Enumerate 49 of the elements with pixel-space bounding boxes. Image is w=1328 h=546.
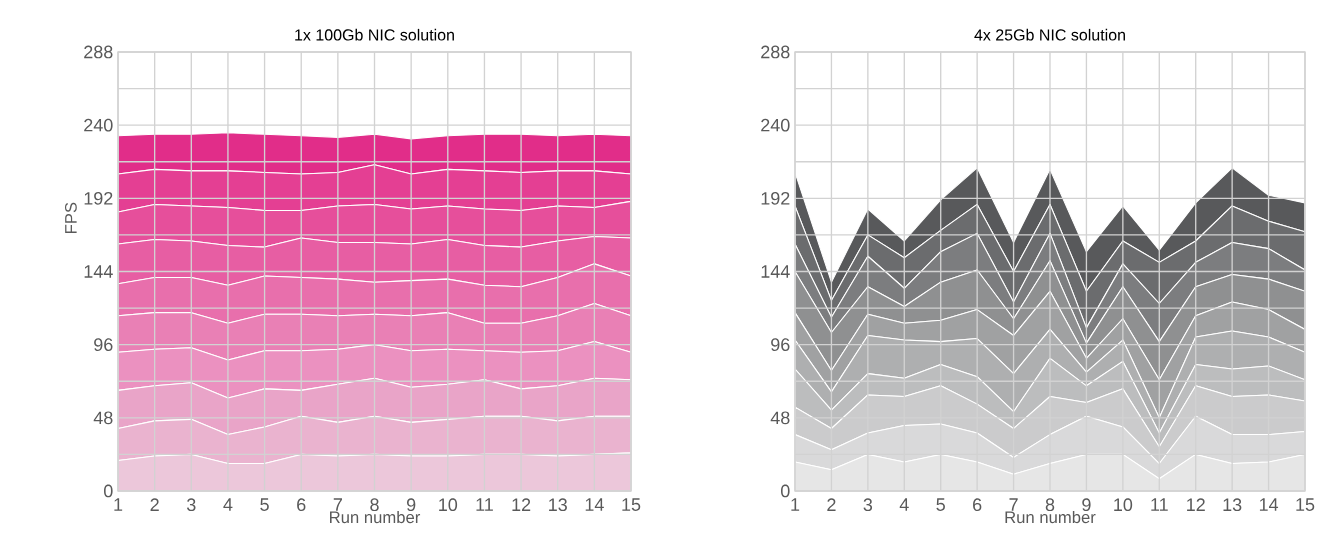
y-tick-label: 96 <box>94 338 113 352</box>
y-tick-label: 288 <box>84 45 113 59</box>
x-tick-label: 8 <box>1045 498 1055 512</box>
x-tick-label: 15 <box>622 498 641 511</box>
x-tick-label: 4 <box>899 498 909 511</box>
x-axis-title: Run number <box>1005 510 1096 524</box>
x-tick-label: 11 <box>476 498 493 511</box>
x-tick-label: 6 <box>297 498 306 512</box>
x-tick-label: 5 <box>260 498 269 511</box>
x-tick-label: 13 <box>1223 498 1242 512</box>
y-tick-label: 0 <box>104 484 113 498</box>
x-tick-label: 10 <box>1114 498 1133 512</box>
x-tick-label: 3 <box>186 498 196 512</box>
x-tick-label: 6 <box>973 498 982 512</box>
y-tick-label: 240 <box>761 118 790 132</box>
x-tick-label: 13 <box>549 498 567 512</box>
x-tick-label: 9 <box>1082 498 1091 512</box>
x-tick-label: 11 <box>1151 498 1168 511</box>
y-tick-label: 288 <box>761 45 790 59</box>
y-tick-label: 0 <box>780 484 790 498</box>
y-tick-label: 48 <box>770 411 790 425</box>
x-tick-label: 7 <box>1009 498 1018 511</box>
x-tick-label: 2 <box>827 498 836 511</box>
x-tick-label: 10 <box>439 498 458 512</box>
y-tick-label: 144 <box>761 265 790 278</box>
chart-title: 1x 100Gb NIC solution <box>295 28 454 41</box>
x-tick-label: 15 <box>1296 498 1315 511</box>
y-axis-title: FPS <box>65 202 77 233</box>
x-tick-label: 7 <box>333 498 342 511</box>
x-tick-label: 9 <box>406 498 416 512</box>
x-tick-label: 8 <box>370 498 379 512</box>
x-tick-label: 3 <box>863 498 873 512</box>
x-axis-title: Run number <box>330 510 421 524</box>
x-tick-label: 4 <box>223 498 233 511</box>
x-tick-label: 12 <box>1187 498 1205 511</box>
x-tick-label: 14 <box>585 498 604 511</box>
x-tick-label: 1 <box>791 498 800 511</box>
chart-title: 4x 25Gb NIC solution <box>974 28 1125 41</box>
y-tick-label: 144 <box>84 265 113 278</box>
y-tick-label: 192 <box>84 191 113 205</box>
x-tick-label: 1 <box>114 498 123 511</box>
x-tick-label: 14 <box>1259 498 1279 511</box>
x-tick-label: 2 <box>150 498 159 511</box>
x-tick-label: 5 <box>936 498 945 511</box>
y-tick-label: 192 <box>761 191 790 205</box>
y-tick-label: 96 <box>771 338 790 352</box>
y-tick-label: 48 <box>93 411 113 425</box>
y-tick-label: 240 <box>84 118 113 132</box>
x-tick-label: 12 <box>512 498 531 511</box>
